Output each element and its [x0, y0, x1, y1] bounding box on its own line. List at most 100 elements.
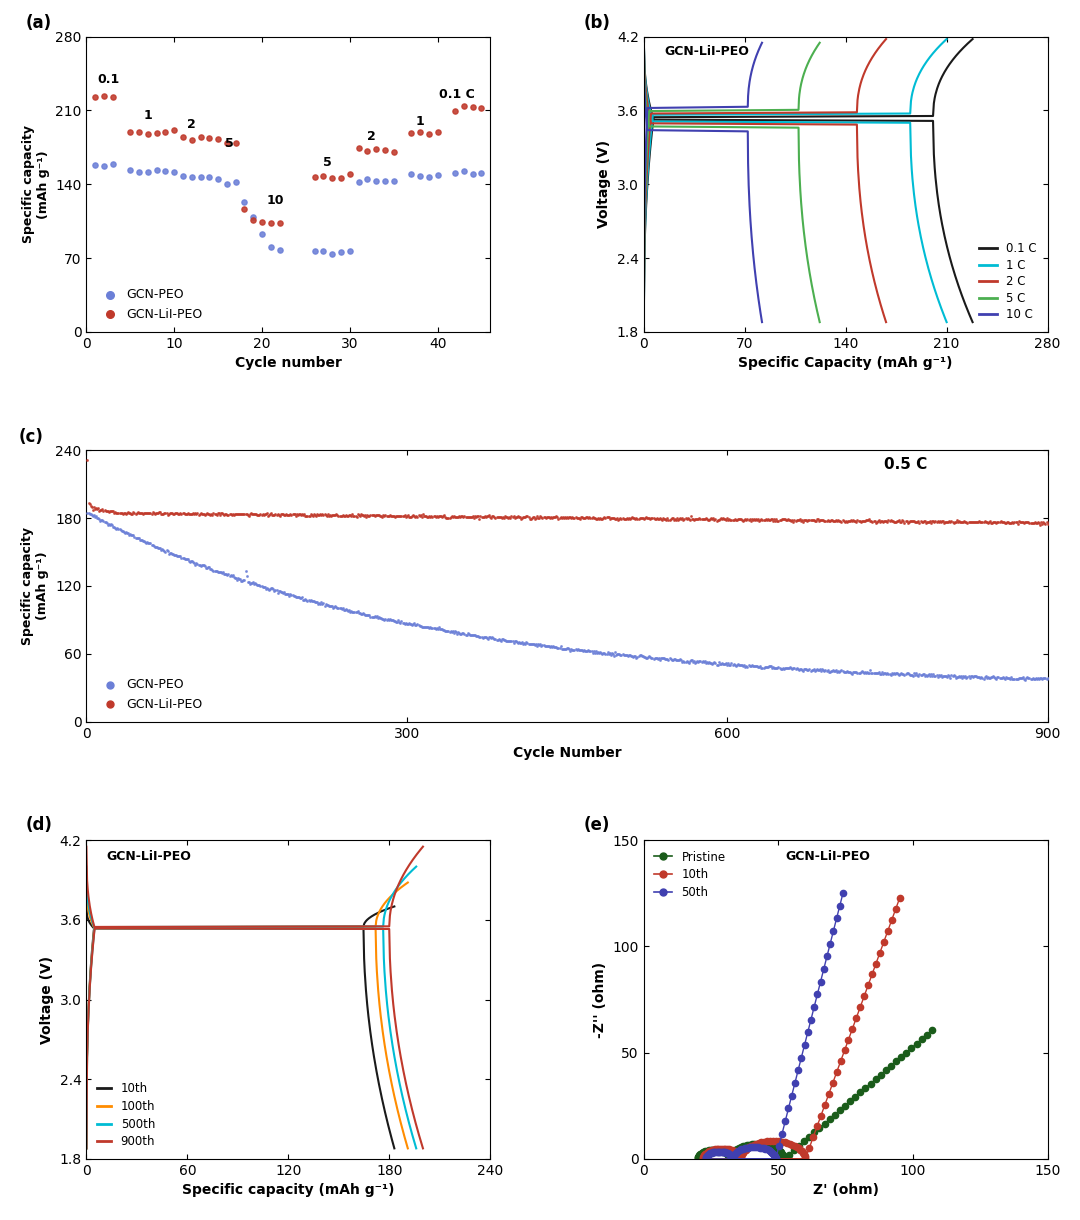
- Point: [825, 661, 842, 681]
- Point: [972, 512, 989, 532]
- Point: [685, 509, 702, 528]
- Point: [632, 645, 649, 665]
- Point: [850, 662, 867, 682]
- Point: [629, 509, 646, 528]
- Point: [865, 511, 882, 531]
- Text: 2: 2: [367, 131, 376, 143]
- Point: [177, 504, 194, 523]
- Point: [604, 508, 621, 527]
- Point: [745, 656, 762, 676]
- Point: [704, 653, 721, 672]
- Point: [918, 666, 935, 686]
- Point: [616, 509, 633, 528]
- Point: [408, 615, 426, 634]
- Point: [707, 655, 725, 675]
- Point: [359, 170, 376, 189]
- Point: [839, 511, 856, 531]
- 100th: [393, 881, 406, 895]
- Point: [554, 639, 571, 659]
- Point: [442, 622, 459, 642]
- Point: [726, 510, 743, 529]
- Point: [395, 506, 413, 526]
- Point: [658, 510, 675, 529]
- Point: [383, 506, 401, 526]
- Point: [283, 505, 300, 525]
- Point: [838, 512, 855, 532]
- 500th: [402, 867, 415, 882]
- Point: [283, 586, 300, 605]
- Point: [610, 644, 627, 664]
- Point: [376, 171, 393, 190]
- Point: [99, 500, 117, 520]
- Point: [653, 648, 671, 667]
- Point: [743, 655, 760, 675]
- Point: [438, 622, 456, 642]
- Point: [923, 666, 941, 686]
- Point: [1039, 514, 1056, 533]
- Point: [361, 605, 378, 625]
- Point: [771, 510, 788, 529]
- Point: [340, 505, 357, 525]
- Point: [694, 509, 712, 528]
- Point: [417, 506, 434, 526]
- 50th: [779, 1114, 792, 1129]
- Point: [642, 509, 659, 528]
- Point: [659, 509, 676, 528]
- Point: [987, 512, 1004, 532]
- Point: [1025, 669, 1042, 688]
- Point: [1030, 514, 1048, 533]
- Point: [985, 666, 1002, 686]
- Point: [1009, 669, 1026, 688]
- Point: [843, 664, 861, 683]
- Point: [469, 506, 486, 526]
- Point: [879, 664, 896, 683]
- Point: [845, 510, 862, 529]
- Point: [444, 622, 461, 642]
- Point: [339, 506, 356, 526]
- Point: [125, 503, 143, 522]
- Point: [222, 504, 240, 523]
- Point: [183, 504, 200, 523]
- Point: [404, 506, 421, 526]
- Point: [458, 508, 475, 527]
- Point: [710, 653, 727, 672]
- Point: [442, 508, 459, 527]
- Point: [561, 639, 578, 659]
- Point: [489, 506, 507, 526]
- Point: [555, 639, 572, 659]
- Point: [91, 509, 108, 528]
- Point: [269, 504, 286, 523]
- Point: [954, 667, 971, 687]
- Point: [976, 667, 994, 687]
- Point: [137, 533, 154, 553]
- Point: [436, 508, 454, 527]
- Point: [395, 614, 413, 633]
- Point: [235, 199, 253, 218]
- Point: [944, 666, 961, 686]
- Point: [144, 536, 161, 555]
- Point: [1013, 512, 1030, 532]
- Point: [548, 506, 565, 526]
- Point: [474, 628, 491, 648]
- Point: [392, 612, 409, 632]
- Point: [390, 506, 407, 526]
- Point: [170, 504, 187, 523]
- Point: [964, 512, 982, 532]
- Point: [1023, 514, 1040, 533]
- Point: [921, 511, 939, 531]
- Point: [512, 633, 529, 653]
- Point: [99, 515, 117, 534]
- Point: [281, 586, 298, 605]
- Point: [593, 509, 610, 528]
- Point: [621, 645, 638, 665]
- Point: [512, 509, 529, 528]
- Point: [761, 510, 779, 529]
- Point: [608, 644, 625, 664]
- Point: [827, 510, 845, 529]
- Point: [660, 650, 677, 670]
- Point: [423, 508, 441, 527]
- Y-axis label: Specific capacity
(mAh g⁻¹): Specific capacity (mAh g⁻¹): [22, 527, 50, 645]
- Point: [160, 504, 177, 523]
- 50th: [699, 1152, 712, 1166]
- Point: [678, 650, 696, 670]
